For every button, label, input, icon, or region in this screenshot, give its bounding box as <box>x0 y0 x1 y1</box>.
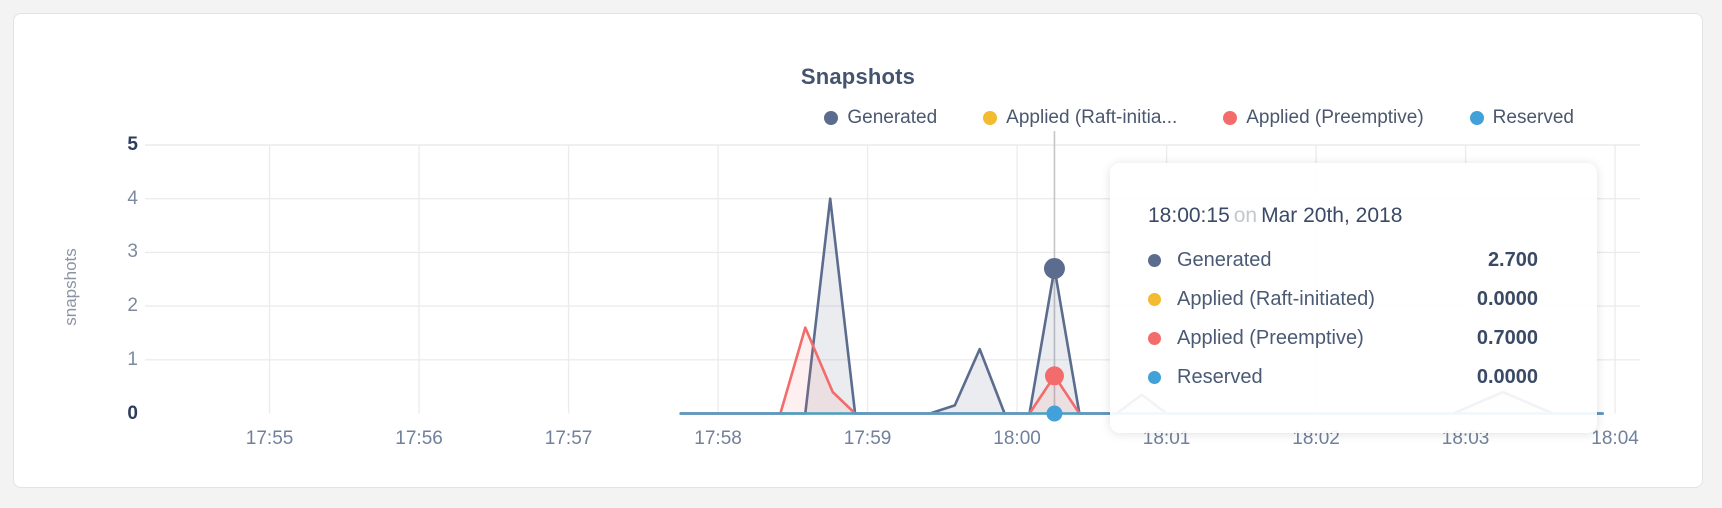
y-axis-tick: 2 <box>127 295 138 317</box>
y-axis-tick: 1 <box>127 348 138 370</box>
tooltip-series-value: 0.0000 <box>1476 288 1538 310</box>
x-axis-tick: 18:01 <box>1142 428 1191 449</box>
y-axis-tick: 5 <box>127 134 138 155</box>
legend-dot-icon <box>983 111 998 125</box>
tooltip-series-label: Reserved <box>1177 366 1263 388</box>
tooltip-series-value: 2.700 <box>1487 249 1538 271</box>
hover-dot-reserved <box>1046 405 1063 422</box>
tooltip-separator: on <box>1233 204 1258 227</box>
x-axis-tick: 17:56 <box>395 428 443 449</box>
x-axis-tick: 18:04 <box>1591 428 1639 449</box>
chart-tooltip: 18:00:15 on Mar 20th, 2018 Generated 2.700 A… <box>1110 163 1597 433</box>
legend-item-label: Applied (Raft-initia... <box>1006 107 1178 128</box>
tooltip-series-label: Applied (Raft-initiated) <box>1177 288 1375 310</box>
tooltip-row: Applied (Preemptive) 0.7000 <box>1148 319 1538 358</box>
legend-item-applied-preemptive[interactable]: Applied (Preemptive) <box>1223 107 1424 129</box>
tooltip-series-value: 0.0000 <box>1476 366 1538 388</box>
x-axis-tick: 17:58 <box>694 428 742 449</box>
y-axis-tick: 3 <box>127 241 138 263</box>
tooltip-series-value: 0.7000 <box>1476 327 1538 349</box>
tooltip-series-dot-icon <box>1148 254 1161 267</box>
tooltip-row: Generated 2.700 <box>1148 241 1538 280</box>
tooltip-series-dot-icon <box>1148 332 1161 345</box>
legend-dot-icon <box>1223 111 1238 125</box>
legend-item-applied-raft-initiated[interactable]: Applied (Raft-initia... <box>983 107 1177 129</box>
tooltip-series-label: Applied (Preemptive) <box>1177 327 1364 349</box>
x-axis-tick: 17:55 <box>245 428 294 449</box>
chart-legend: Generated Applied (Raft-initia... Applied … <box>824 107 1574 129</box>
tooltip-header: 18:00:15 on Mar 20th, 2018 <box>1148 203 1538 229</box>
legend-dot-icon <box>824 111 839 125</box>
tooltip-series-dot-icon <box>1148 293 1161 306</box>
hover-dot-generated <box>1043 258 1065 280</box>
tooltip-time: 18:00:15 <box>1148 204 1230 227</box>
y-axis-tick: 0 <box>127 402 138 424</box>
legend-item-label: Applied (Preemptive) <box>1246 107 1424 128</box>
tooltip-rows: Generated 2.700 Applied (Raft-initiated) 0.… <box>1148 241 1538 397</box>
x-axis-tick: 18:02 <box>1292 428 1340 449</box>
legend-item-label: Generated <box>847 107 938 128</box>
x-axis-tick: 18:03 <box>1441 428 1490 449</box>
legend-item-reserved[interactable]: Reserved <box>1469 107 1574 129</box>
legend-dot-icon <box>1469 111 1484 125</box>
x-axis-tick: 17:57 <box>544 428 593 449</box>
tooltip-date: Mar 20th, 2018 <box>1261 204 1403 227</box>
tooltip-row: Reserved 0.0000 <box>1148 358 1538 397</box>
legend-item-label: Reserved <box>1492 107 1574 128</box>
tooltip-series-label: Generated <box>1177 249 1272 271</box>
tooltip-row: Applied (Raft-initiated) 0.0000 <box>1148 280 1538 319</box>
tooltip-series-dot-icon <box>1148 371 1161 384</box>
x-axis-tick: 18:00 <box>993 428 1041 449</box>
chart-title: Snapshots <box>800 64 916 89</box>
hover-dot-applied-preemptive <box>1044 366 1064 386</box>
x-axis-tick: 17:59 <box>843 428 892 449</box>
y-axis-tick: 4 <box>127 187 138 209</box>
legend-item-generated[interactable]: Generated <box>824 107 937 129</box>
